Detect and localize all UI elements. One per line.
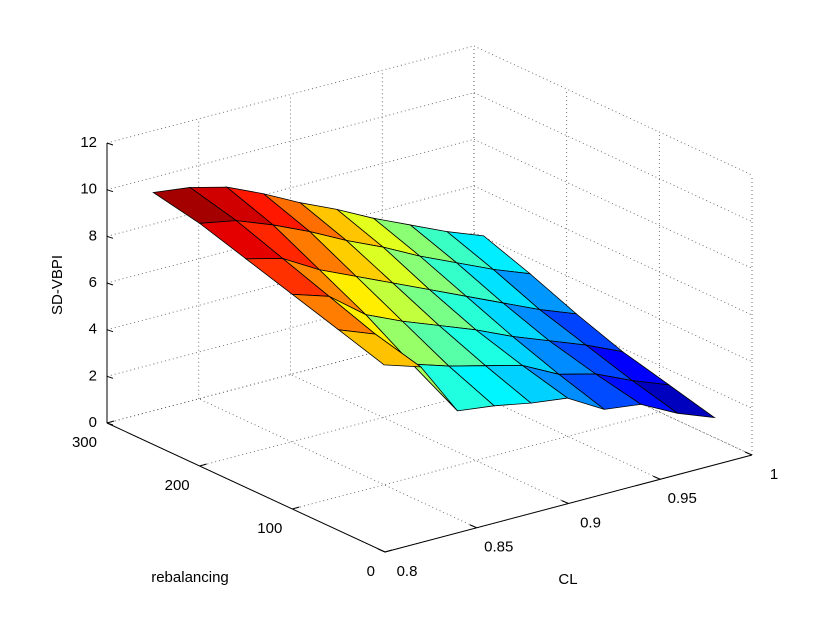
grid-line (473, 45, 753, 176)
axis-line (106, 422, 386, 553)
z-tick-label: 10 (80, 181, 97, 198)
x-tick-label: 0.9 (580, 514, 601, 531)
x-axis-label: CL (558, 571, 577, 588)
grid-line (292, 411, 660, 510)
z-tick-label: 4 (89, 321, 97, 338)
tick-mark (106, 235, 114, 239)
z-axis-label: SD-VBPI (49, 255, 66, 315)
y-tick-label: 300 (72, 434, 97, 451)
tick-mark (106, 142, 114, 146)
y-axis-label: rebalancing (151, 569, 229, 586)
grid-line (106, 45, 475, 144)
tick-mark (653, 475, 661, 480)
tick-mark (106, 282, 114, 286)
z-tick-label: 12 (80, 134, 97, 151)
tick-mark (469, 524, 477, 529)
grid-line (198, 398, 477, 529)
tick-mark (106, 420, 115, 424)
tick-mark (106, 422, 114, 426)
grid-line (106, 92, 475, 191)
x-tick-label: 0.8 (397, 563, 418, 580)
tick-mark (377, 548, 386, 553)
z-tick-label: 8 (89, 227, 97, 244)
x-tick-label: 0.95 (668, 490, 697, 507)
grid-line (473, 92, 753, 223)
tick-mark (106, 189, 114, 193)
y-tick-label: 200 (165, 477, 190, 494)
tick-mark (561, 500, 569, 504)
x-tick-label: 1 (770, 466, 778, 483)
z-tick-label: 2 (89, 367, 97, 384)
tick-mark (292, 506, 300, 510)
z-tick-label: 0 (89, 414, 97, 431)
y-tick-label: 100 (257, 520, 282, 537)
x-tick-label: 0.85 (484, 539, 513, 556)
grid-line (106, 185, 475, 284)
tick-mark (106, 375, 114, 379)
grid-line (106, 138, 475, 237)
tick-mark (744, 451, 753, 456)
tick-mark (106, 329, 114, 333)
z-tick-label: 6 (89, 274, 97, 291)
tick-mark (384, 549, 393, 553)
tick-mark (199, 463, 207, 467)
grid-line (473, 138, 753, 269)
y-tick-label: 0 (367, 563, 375, 580)
surface-patch (337, 329, 423, 368)
